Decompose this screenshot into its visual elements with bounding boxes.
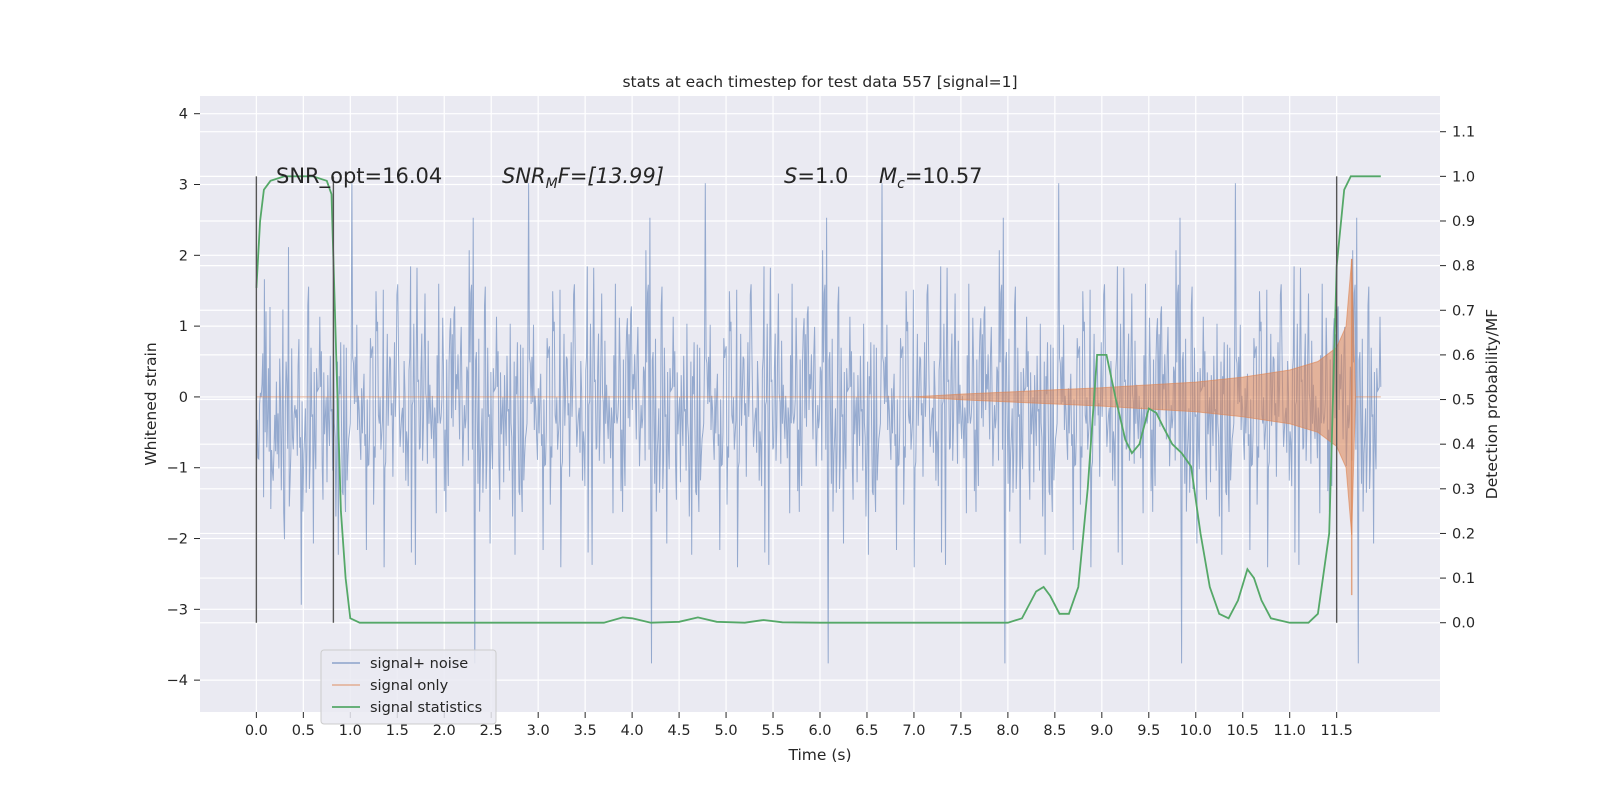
y-tick-label: −2	[167, 532, 188, 548]
x-axis-label: Time (s)	[787, 746, 851, 764]
legend-label-signal-noise: signal+ noise	[370, 656, 468, 672]
annotation-mc-rest: =10.57	[905, 164, 983, 188]
x-tick-label: 0.0	[245, 723, 268, 739]
x-tick-label: 11.0	[1274, 723, 1306, 739]
annotation-s: S=1.0	[784, 164, 848, 188]
x-tick-label: 6.5	[855, 723, 878, 739]
y-tick-label-right: 0.1	[1452, 571, 1475, 587]
x-tick-label: 5.5	[761, 723, 784, 739]
y-tick-label: −3	[167, 602, 188, 618]
x-tick-label: 6.0	[808, 723, 831, 739]
series-signal-only	[256, 258, 1381, 596]
y-tick-label-right: 1.0	[1452, 169, 1475, 185]
x-tick-label: 0.5	[292, 723, 315, 739]
y-tick-label-right: 0.2	[1452, 526, 1475, 542]
x-tick-label: 11.5	[1321, 723, 1353, 739]
y-axis-label: Whitened strain	[142, 342, 160, 465]
y-tick-label: 2	[179, 248, 188, 264]
x-tick-label: 5.0	[715, 723, 738, 739]
x-tick-label: 10.0	[1180, 723, 1212, 739]
legend: signal+ noise signal only signal statist…	[320, 649, 497, 725]
y-tick-label: −4	[167, 673, 188, 689]
y-tick-label-right: 0.7	[1452, 303, 1475, 319]
y-tick-label: 1	[179, 319, 188, 335]
y-axis-label-right: Detection probability/MF	[1483, 309, 1501, 500]
x-tick-label: 7.0	[902, 723, 925, 739]
annotation-snr-mf: SNRMF=[13.99]	[502, 164, 664, 192]
y-tick-label: 3	[179, 178, 188, 194]
annotation-snr-mf-rest: F=[13.99]	[558, 164, 664, 188]
line-signal-noise	[255, 183, 1382, 664]
x-tick-label: 4.5	[668, 723, 691, 739]
x-tick-label: 8.5	[1043, 723, 1066, 739]
y-tick-label-right: 0.8	[1452, 259, 1475, 275]
series-signal-noise	[255, 183, 1382, 664]
annotation-mc-sub: c	[897, 176, 905, 192]
legend-box	[320, 649, 497, 725]
x-tick-label: 1.0	[339, 723, 362, 739]
y-tick-label: 4	[179, 107, 188, 123]
x-tick-label: 4.0	[621, 723, 644, 739]
y-tick-label: −1	[167, 461, 188, 477]
series-signal-statistics	[255, 175, 1381, 624]
vertical-markers	[255, 176, 1338, 623]
y-tick-label-right: 0.9	[1452, 214, 1475, 230]
x-tick-label: 2.0	[433, 723, 456, 739]
y-tick-label-right: 0.0	[1452, 616, 1475, 632]
annotation-snr-opt: SNR_opt=16.04	[276, 164, 442, 189]
legend-label-signal-only: signal only	[370, 678, 449, 694]
annotation-mc-main: M	[879, 164, 897, 188]
x-tick-label: 7.5	[949, 723, 972, 739]
line-signal-statistics	[255, 175, 1381, 624]
annotation-mc: Mc=10.57	[879, 164, 983, 192]
legend-label-signal-statistics: signal statistics	[370, 700, 482, 716]
y-tick-label-right: 0.5	[1452, 393, 1475, 409]
x-tick-label: 3.0	[527, 723, 550, 739]
x-tick-label: 9.0	[1090, 723, 1113, 739]
y-tick-label-right: 1.1	[1452, 125, 1475, 141]
annotation-snr-mf-sub: M	[546, 176, 558, 192]
axes: 0.0 0.5 1.0 1.5 2.0 2.5 3.0 3.5 4.0 4.5 5.0 5.5 6.0 6…	[167, 107, 1475, 739]
annotation-s-main: S	[784, 164, 797, 188]
x-tick-label: 8.0	[996, 723, 1019, 739]
y-tick-label-right: 0.3	[1452, 482, 1475, 498]
annotation-snr-mf-main: SNR	[502, 164, 546, 188]
annotation-s-rest: =1.0	[797, 164, 848, 188]
x-tick-label: 9.5	[1137, 723, 1160, 739]
x-tick-label: 1.5	[386, 723, 409, 739]
x-tick-label: 3.5	[574, 723, 597, 739]
x-tick-label: 2.5	[480, 723, 503, 739]
x-tick-label: 10.5	[1227, 723, 1259, 739]
chart-title: stats at each timestep for test data 557…	[622, 73, 1017, 91]
y-tick-label: 0	[179, 390, 188, 406]
area-signal-only	[256, 258, 1381, 536]
y-tick-label-right: 0.6	[1452, 348, 1475, 364]
y-tick-label-right: 0.4	[1452, 437, 1475, 453]
